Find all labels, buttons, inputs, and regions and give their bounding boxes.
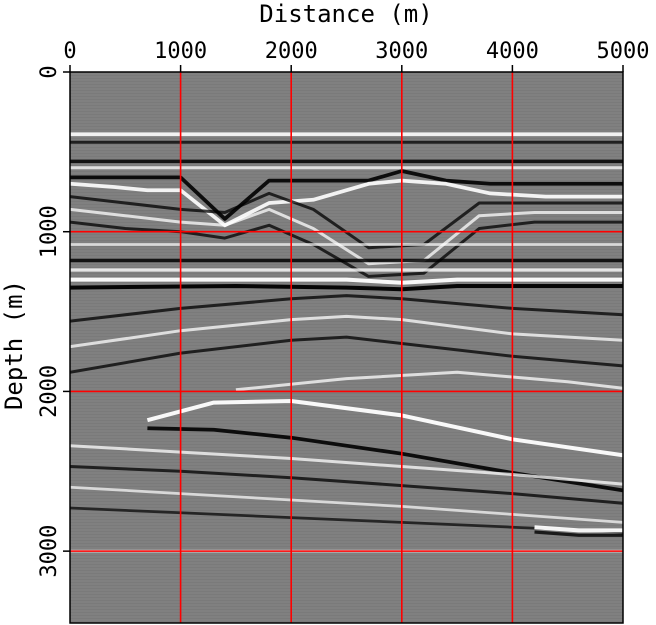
reflector-6 [70,191,623,250]
x-tick-label-3000: 3000 [375,39,428,64]
x-tick-label-0: 0 [63,39,76,64]
x-axis-title: Distance (m) [259,0,432,28]
x-tick-label-2000: 2000 [265,39,318,64]
plot-frame [69,71,624,624]
reflector-13 [70,284,623,292]
y-tick-label-2000: 2000 [37,365,62,418]
y-tick-label-0: 0 [37,65,62,78]
reflector-5 [70,178,623,228]
reflector-7 [70,207,623,266]
reflector-18 [146,399,623,458]
grid-lines [70,72,623,623]
reflector-21 [70,465,623,505]
reflector-17 [235,370,623,392]
reflector-24 [534,525,623,533]
reflector-layer [70,132,623,553]
reflector-12 [70,277,623,285]
image-background [70,72,623,623]
x-axis-ticks: 0 1000 2000 3000 4000 5000 [63,39,649,72]
reflector-25 [534,530,623,537]
reflector-23 [70,506,623,534]
x-tick-label-5000: 5000 [597,39,650,64]
x-tick-label-4000: 4000 [486,39,539,64]
y-tick-label-1000: 1000 [37,205,62,258]
y-tick-label-3000: 3000 [37,525,62,578]
y-axis-title: Depth (m) [0,280,28,410]
y-axis-ticks: 0 1000 2000 3000 [37,65,70,578]
reflector-4 [70,169,623,221]
reflector-22 [70,485,623,524]
reflector-20 [70,444,623,486]
x-tick-label-1000: 1000 [154,39,207,64]
